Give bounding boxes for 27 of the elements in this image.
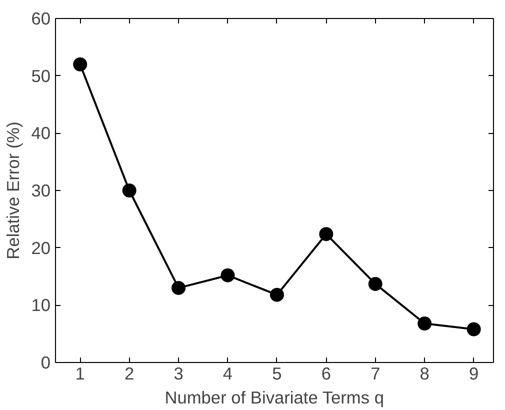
point	[122, 184, 136, 198]
x-tick-label: 7	[370, 364, 380, 384]
x-tick-label: 3	[174, 364, 184, 384]
x-tick-label: 8	[420, 364, 430, 384]
y-tick-label: 50	[31, 66, 51, 86]
x-tick-label: 5	[272, 364, 282, 384]
x-tick-label: 9	[468, 364, 479, 384]
y-tick-label: 60	[31, 8, 51, 28]
x-tick-label: 6	[321, 364, 331, 384]
x-axis-title: Number of Bivariate Terms q	[164, 388, 384, 408]
y-tick-label: 40	[31, 123, 51, 144]
y-tick-label: 20	[31, 238, 51, 258]
y-tick-label: 30	[31, 180, 51, 200]
point	[172, 280, 186, 295]
x-tick-label: 2	[124, 364, 134, 384]
point	[418, 316, 432, 330]
y-axis-title: Relative Error (%)	[3, 122, 24, 260]
x-tick-label: 4	[222, 364, 233, 384]
point	[270, 288, 284, 302]
y-tick-label: 10	[31, 295, 51, 316]
point	[466, 322, 481, 336]
point	[73, 57, 88, 72]
y-tick-label: 0	[40, 352, 51, 372]
point	[319, 227, 334, 242]
point	[368, 276, 382, 291]
point	[220, 268, 235, 282]
x-tick-label: 1	[75, 364, 85, 384]
